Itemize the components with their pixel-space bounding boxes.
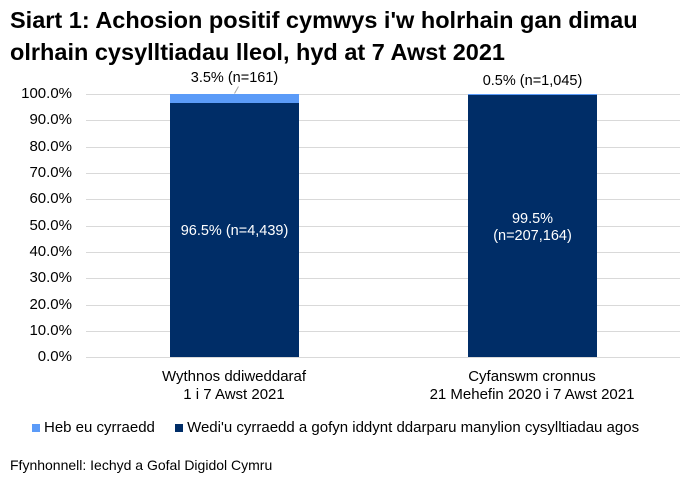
- bar-inner-label-line1: 96.5% (n=4,439): [180, 223, 289, 239]
- gridline: [86, 226, 680, 227]
- bar-inner-label: 96.5% (n=4,439): [150, 223, 319, 240]
- y-tick: 60.0%: [29, 190, 72, 207]
- legend-swatch-icon: [175, 424, 184, 432]
- label-leader-line: [234, 86, 239, 94]
- bar-cumulative-total[interactable]: [468, 94, 597, 357]
- gridline: [86, 120, 680, 121]
- gridline: [86, 305, 680, 306]
- y-tick: 80.0%: [29, 138, 72, 155]
- legend-label: Wedi'u cyrraedd a gofyn iddynt ddarparu …: [187, 419, 640, 436]
- y-tick: 50.0%: [29, 217, 72, 234]
- gridline: [86, 331, 680, 332]
- y-tick: 40.0%: [29, 243, 72, 260]
- y-tick: 10.0%: [29, 322, 72, 339]
- chart-title: Siart 1: Achosion positif cymwys i'w hol…: [10, 4, 699, 68]
- legend: Heb eu cyrraedd Wedi'u cyrraedd a gofyn …: [32, 419, 655, 437]
- x-label-line1: Cyfanswm cronnus: [468, 368, 596, 385]
- legend-item-not-reached[interactable]: Heb eu cyrraedd: [32, 419, 155, 437]
- bar-segment-reached[interactable]: [468, 95, 597, 357]
- bar-inner-label: 99.5% (n=207,164): [448, 211, 617, 245]
- x-label-line2: 1 i 7 Awst 2021: [183, 386, 285, 403]
- gridline: [86, 278, 680, 279]
- legend-item-reached[interactable]: Wedi'u cyrraedd a gofyn iddynt ddarparu …: [175, 419, 639, 437]
- bar-segment-not-reached[interactable]: [170, 94, 299, 103]
- x-label-line2: 21 Mehefin 2020 i 7 Awst 2021: [429, 386, 635, 403]
- bar-top-label: 0.5% (n=1,045): [482, 73, 583, 89]
- chart-title-line2: olrhain cysylltiadau lleol, hyd at 7 Aws…: [10, 39, 505, 65]
- y-tick: 30.0%: [29, 269, 72, 286]
- x-axis-label: Cyfanswm cronnus 21 Mehefin 2020 i 7 Aws…: [402, 368, 662, 404]
- gridline: [86, 357, 680, 358]
- chart-title-line1: Siart 1: Achosion positif cymwys i'w hol…: [10, 7, 638, 33]
- gridline: [86, 173, 680, 174]
- y-tick: 100.0%: [21, 85, 72, 102]
- gridline: [86, 94, 680, 95]
- legend-swatch-icon: [32, 424, 40, 432]
- bar-inner-label-line2: (n=207,164): [493, 228, 572, 244]
- y-tick: 20.0%: [29, 296, 72, 313]
- bar-segment-not-reached[interactable]: [468, 94, 597, 95]
- legend-label: Heb eu cyrraedd: [44, 419, 155, 436]
- x-label-line1: Wythnos ddiweddaraf: [161, 368, 307, 385]
- gridline: [86, 199, 680, 200]
- gridline: [86, 147, 680, 148]
- bar-top-label: 3.5% (n=161): [190, 70, 279, 86]
- gridline: [86, 252, 680, 253]
- bar-latest-week[interactable]: [170, 94, 299, 357]
- y-tick: 70.0%: [29, 164, 72, 181]
- bar-segment-reached[interactable]: [170, 103, 299, 357]
- y-tick: 90.0%: [29, 111, 72, 128]
- bar-inner-label-line1: 99.5%: [511, 211, 554, 227]
- source-note: Ffynhonnell: Iechyd a Gofal Digidol Cymr…: [10, 457, 273, 473]
- x-axis-label: Wythnos ddiweddaraf 1 i 7 Awst 2021: [134, 368, 334, 404]
- y-tick: 0.0%: [37, 348, 72, 365]
